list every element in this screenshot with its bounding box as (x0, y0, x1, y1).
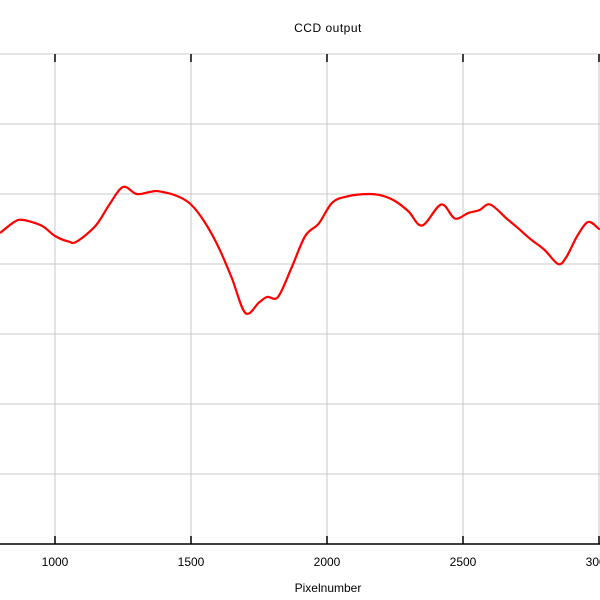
axes (0, 54, 600, 545)
x-tick-label: 3000 (586, 555, 600, 569)
x-tick-label: 1500 (178, 555, 205, 569)
x-axis-label: Pixelnumber (295, 581, 362, 595)
x-tick-label: 2500 (450, 555, 477, 569)
x-tick-label: 1000 (42, 555, 69, 569)
series-line-0 (0, 185, 600, 315)
tick-labels: 1000 1500 2000 2500 3000 (42, 555, 600, 569)
x-tick-label: 2000 (314, 555, 341, 569)
data-series (0, 185, 600, 315)
grid (0, 53, 600, 544)
chart-title: CCD output (294, 21, 362, 35)
